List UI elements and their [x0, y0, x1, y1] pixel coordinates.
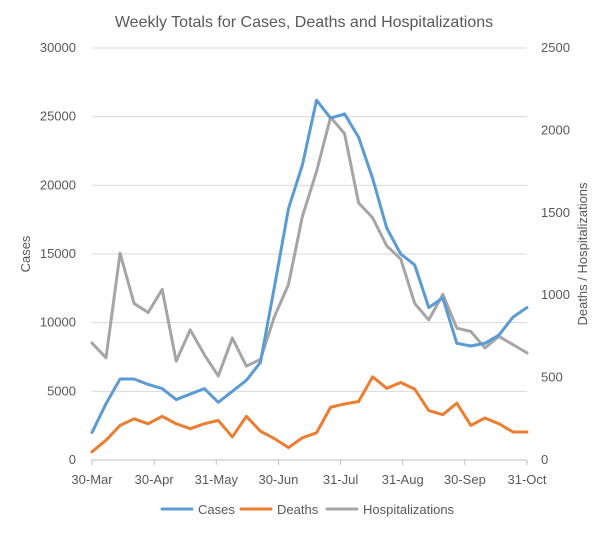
x-tick-label: 31-May — [195, 472, 239, 487]
series-lines — [90, 98, 529, 454]
x-tick-label: 30-Apr — [135, 472, 175, 487]
y2-tick-label: 2000 — [541, 122, 570, 137]
y-tick-label: 15000 — [40, 246, 76, 261]
y-tick-label: 30000 — [40, 40, 76, 55]
y-tick-label: 0 — [69, 452, 76, 467]
x-tick-label: 31-Aug — [382, 472, 424, 487]
y-tick-label: 10000 — [40, 315, 76, 330]
y2-axis-label: Deaths / Hospitalizations — [575, 182, 590, 326]
x-tick-label: 31-Jul — [323, 472, 359, 487]
legend-label: Hospitalizations — [363, 502, 455, 517]
legend: Cases Deaths Hospitalizations — [160, 502, 455, 517]
legend-label: Cases — [198, 502, 235, 517]
gridlines — [92, 47, 527, 461]
y-axis-label: Cases — [18, 235, 33, 272]
legend-label: Deaths — [277, 502, 319, 517]
y-tick-label: 5000 — [47, 383, 76, 398]
x-axis-ticks: 30-Mar 30-Apr 31-May 30-Jun 31-Jul 31-Aug 30-S… — [71, 460, 547, 487]
y2-tick-label: 1500 — [541, 205, 570, 220]
x-tick-label: 31-Oct — [507, 472, 546, 487]
y2-axis-ticks: 0 500 1000 1500 2000 2500 — [541, 40, 570, 467]
series-line-cases — [90, 98, 529, 435]
x-tick-label: 30-Mar — [71, 472, 113, 487]
chart-title: Weekly Totals for Cases, Deaths and Hosp… — [115, 14, 493, 31]
y-axis-ticks: 0 5000 10000 15000 20000 25000 30000 — [40, 40, 76, 467]
y-tick-label: 25000 — [40, 109, 76, 124]
y2-tick-label: 1000 — [541, 287, 570, 302]
y2-tick-label: 0 — [541, 452, 548, 467]
x-tick-label: 30-Sep — [444, 472, 486, 487]
y2-tick-label: 500 — [541, 370, 563, 385]
series-line-hospitalizations — [90, 115, 529, 378]
x-tick-label: 30-Jun — [259, 472, 299, 487]
series-line-deaths — [90, 375, 529, 454]
y-tick-label: 20000 — [40, 177, 76, 192]
y2-tick-label: 2500 — [541, 40, 570, 55]
